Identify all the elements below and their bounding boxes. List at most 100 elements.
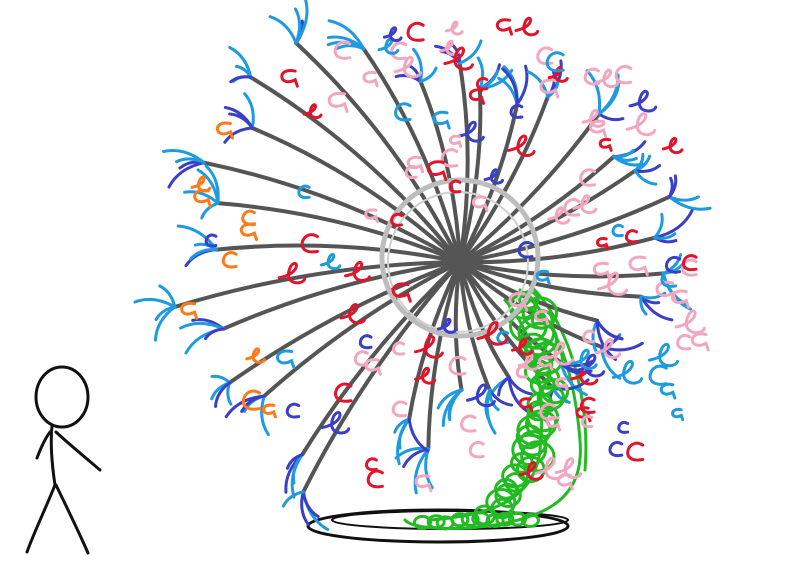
- blossom: [239, 222, 259, 242]
- trunk-loop: [520, 512, 540, 528]
- blossom: [432, 110, 451, 130]
- blossom: [538, 355, 554, 371]
- blossom: [436, 317, 458, 334]
- twig: [413, 447, 430, 495]
- blossom: [285, 402, 301, 419]
- blossom: [276, 349, 296, 370]
- blossom: [517, 353, 540, 371]
- blossom: [534, 456, 565, 481]
- twig: [639, 295, 674, 322]
- twig: [293, 7, 302, 45]
- blossom: [413, 335, 444, 359]
- blossom: [661, 136, 684, 155]
- blossom: [614, 65, 633, 85]
- branch: [250, 126, 462, 264]
- twig: [412, 47, 423, 83]
- blossom: [241, 209, 256, 226]
- twig: [183, 190, 220, 205]
- blossom: [413, 366, 437, 385]
- blossom: [518, 397, 534, 413]
- blossom: [495, 18, 514, 36]
- blossom: [509, 103, 524, 119]
- blossom: [682, 254, 698, 272]
- trunk-loop: [515, 424, 544, 450]
- twig: [653, 212, 664, 240]
- trunk-loop: [450, 512, 470, 528]
- branch: [458, 260, 492, 393]
- blossom: [598, 137, 613, 152]
- blossom: [594, 338, 622, 359]
- tree-twigs: [133, 0, 712, 531]
- twig: [291, 452, 304, 485]
- twig: [667, 195, 712, 211]
- twig: [497, 375, 511, 397]
- blossom: [592, 261, 611, 281]
- twig: [559, 360, 588, 397]
- twig: [585, 69, 602, 116]
- blossom: [594, 68, 620, 89]
- trunk-loop: [413, 514, 432, 530]
- blossom: [508, 292, 529, 312]
- blossom: [390, 41, 408, 61]
- blossom: [555, 377, 569, 391]
- branch: [214, 243, 462, 264]
- trunk-loop: [485, 513, 505, 528]
- blossom: [535, 269, 551, 286]
- branch: [458, 194, 672, 264]
- blossom: [547, 206, 571, 225]
- blossom: [671, 407, 685, 422]
- blossom: [391, 282, 412, 303]
- blossom: [648, 342, 679, 368]
- branch: [458, 86, 483, 264]
- blossom: [390, 212, 403, 227]
- blossom: [393, 55, 423, 79]
- twig: [243, 92, 255, 130]
- blossom: [364, 358, 382, 376]
- blossom: [468, 440, 485, 459]
- blossom: [545, 415, 562, 432]
- twig: [184, 327, 225, 355]
- branch: [215, 201, 462, 264]
- stick-figure: [25, 365, 102, 555]
- blossom: [648, 364, 668, 386]
- figure-arm-left: [35, 430, 52, 460]
- twig: [488, 388, 500, 412]
- blossom: [190, 175, 212, 193]
- blossom: [611, 223, 624, 238]
- branch: [458, 260, 666, 279]
- blossom: [362, 70, 379, 88]
- blossom: [583, 67, 601, 86]
- blossom: [448, 355, 467, 376]
- trunk-loop: [426, 514, 446, 530]
- twig: [327, 19, 366, 51]
- twig: [653, 232, 677, 240]
- branch: [457, 61, 470, 264]
- twig: [612, 148, 635, 159]
- blossom: [280, 69, 299, 88]
- blossom: [572, 194, 598, 215]
- twig: [441, 388, 464, 427]
- blossom: [581, 108, 606, 128]
- blossom: [334, 382, 353, 403]
- blossom: [444, 20, 464, 36]
- blossom: [215, 121, 234, 140]
- twig: [476, 56, 485, 91]
- blossom: [655, 280, 677, 303]
- blossom: [582, 329, 596, 344]
- blossom: [608, 440, 624, 457]
- twig: [419, 66, 438, 83]
- twig: [667, 176, 674, 199]
- blossom: [457, 120, 485, 143]
- twig: [653, 209, 694, 240]
- blossom: [262, 403, 277, 419]
- figure-leg-left: [25, 483, 57, 554]
- twig: [526, 70, 550, 99]
- blossom: [364, 208, 379, 224]
- twig: [595, 319, 624, 341]
- twig: [552, 386, 569, 403]
- blossom: [382, 26, 403, 43]
- twig: [214, 381, 232, 408]
- branch: [458, 111, 602, 264]
- blossom: [245, 347, 266, 364]
- ground-ellipse: [306, 508, 570, 544]
